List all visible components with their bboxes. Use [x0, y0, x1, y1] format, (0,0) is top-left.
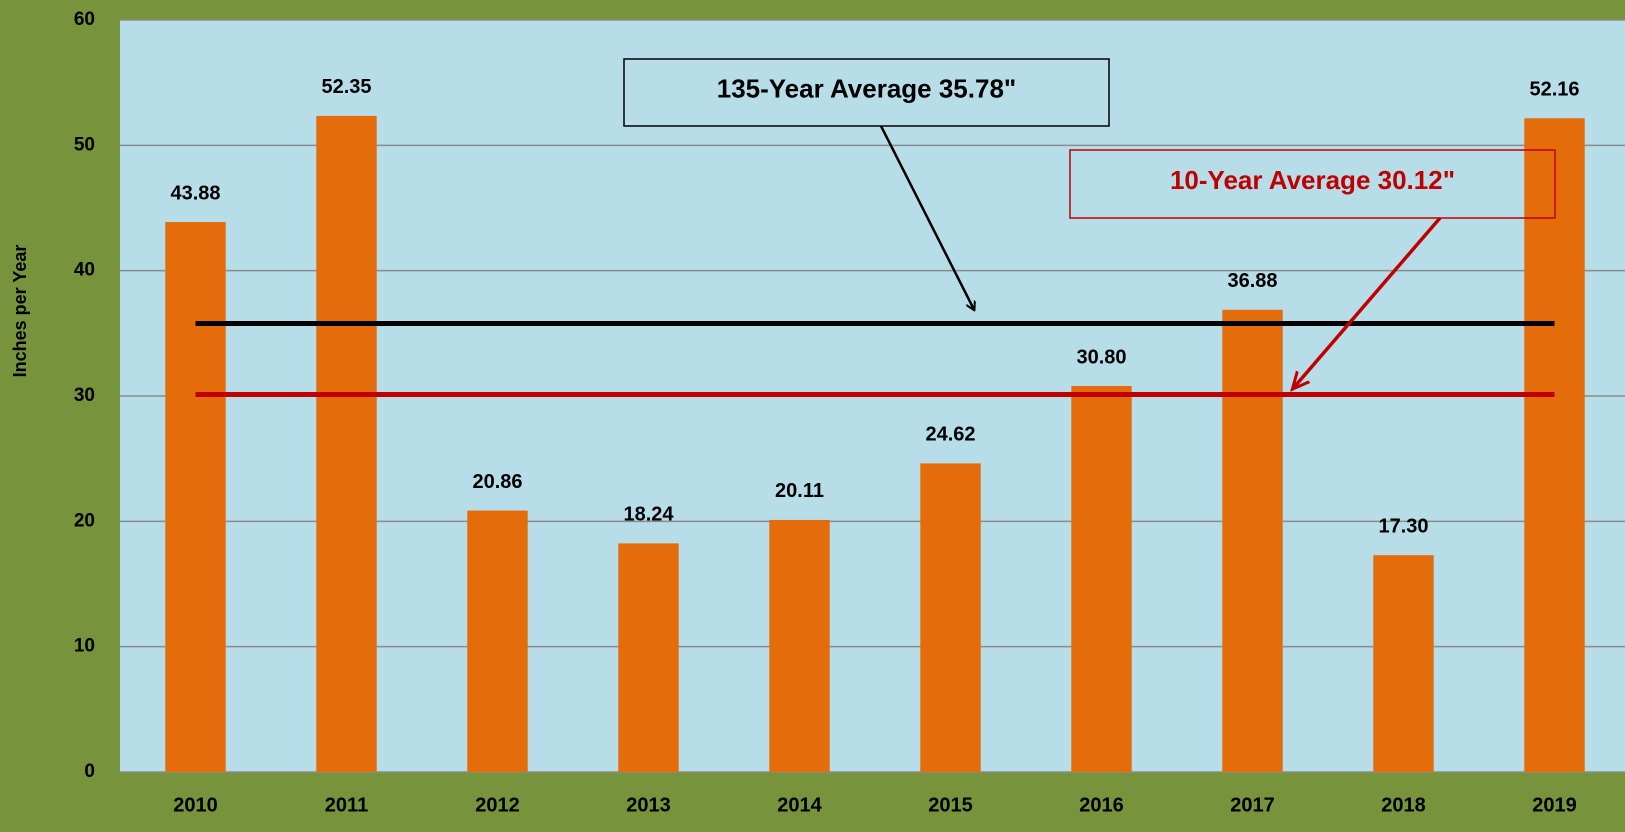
bar — [165, 222, 226, 772]
x-tick-label: 2019 — [1532, 794, 1577, 816]
annotation-arrow — [1293, 216, 1442, 388]
y-tick-label: 20 — [74, 510, 95, 531]
annotation-arrow — [879, 125, 974, 310]
y-tick-label: 30 — [74, 385, 95, 406]
y-tick-label: 10 — [74, 636, 95, 657]
annotation-text: 135-Year Average 35.78" — [717, 73, 1017, 103]
x-tick-label: 2014 — [777, 794, 822, 816]
bar — [316, 115, 377, 772]
value-label: 17.30 — [1378, 515, 1428, 537]
bar — [1524, 118, 1585, 772]
value-label: 30.80 — [1076, 346, 1126, 368]
value-label: 20.11 — [775, 480, 824, 502]
annotation-box — [623, 58, 1110, 127]
x-tick-label: 2016 — [1079, 794, 1124, 816]
bar — [1373, 555, 1434, 772]
x-tick-label: 2013 — [626, 794, 671, 816]
value-label: 18.24 — [623, 504, 674, 526]
bar — [769, 519, 830, 772]
bar — [467, 510, 528, 772]
annotation-text: 10-Year Average 30.12" — [1170, 165, 1455, 195]
bar — [1071, 385, 1132, 772]
x-tick-label: 2015 — [928, 794, 973, 816]
value-label: 24.62 — [925, 424, 975, 446]
x-tick-label: 2011 — [325, 794, 368, 816]
bar — [920, 463, 981, 772]
y-tick-label: 50 — [74, 134, 95, 155]
value-label: 52.16 — [1529, 79, 1579, 101]
bar — [1222, 309, 1283, 772]
value-label: 52.35 — [321, 76, 371, 98]
x-tick-label: 2010 — [173, 794, 218, 816]
annotation-box — [1069, 149, 1556, 219]
y-tick-label: 0 — [84, 761, 95, 782]
value-label: 36.88 — [1227, 270, 1277, 292]
x-tick-label: 2017 — [1230, 794, 1275, 816]
x-tick-label: 2012 — [475, 794, 520, 816]
y-tick-label: 40 — [74, 260, 95, 281]
value-label: 43.88 — [170, 182, 220, 204]
bar — [618, 543, 679, 772]
y-tick-label: 60 — [74, 9, 95, 30]
x-tick-label: 2018 — [1381, 794, 1426, 816]
value-label: 20.86 — [472, 471, 522, 493]
y-axis-label: Inches per Year — [10, 245, 30, 378]
